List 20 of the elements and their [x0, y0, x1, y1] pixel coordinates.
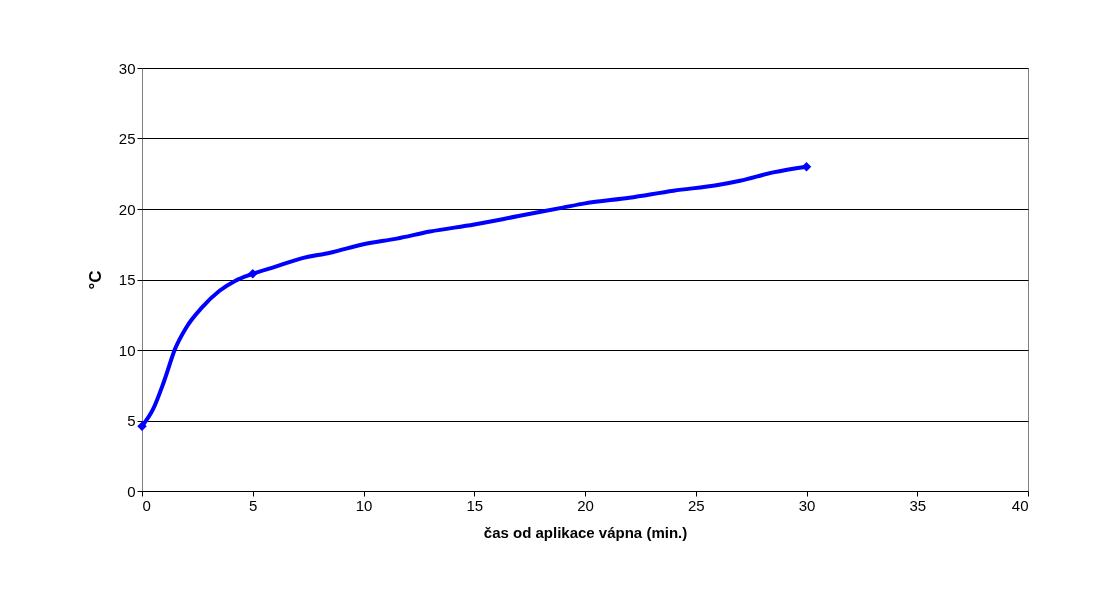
y-tick-label: 20 — [118, 200, 136, 218]
x-tick-label: 25 — [687, 496, 705, 514]
x-axis-title: čas od aplikace vápna (min.) — [483, 523, 688, 541]
point — [801, 161, 812, 172]
x-tick-label: 20 — [577, 496, 594, 514]
x-tick-label: 40 — [1011, 496, 1029, 514]
x-tick-label: 0 — [142, 496, 151, 514]
x-tick-label: 15 — [466, 496, 484, 514]
y-tick-label: 30 — [118, 59, 136, 77]
x-tick-label: 5 — [249, 496, 258, 514]
y-tick-label: 5 — [127, 412, 136, 429]
x-tick-label: 30 — [798, 496, 816, 514]
x-tick-label: 35 — [909, 496, 927, 514]
y-tick-label: 25 — [118, 130, 136, 147]
x-tick-label: 10 — [355, 496, 373, 514]
y-tick-label: 0 — [127, 482, 136, 500]
y-tick-label: 15 — [118, 271, 136, 288]
y-axis-title: °C — [85, 270, 105, 290]
point — [248, 269, 258, 279]
y-tick-label: 10 — [118, 341, 136, 359]
